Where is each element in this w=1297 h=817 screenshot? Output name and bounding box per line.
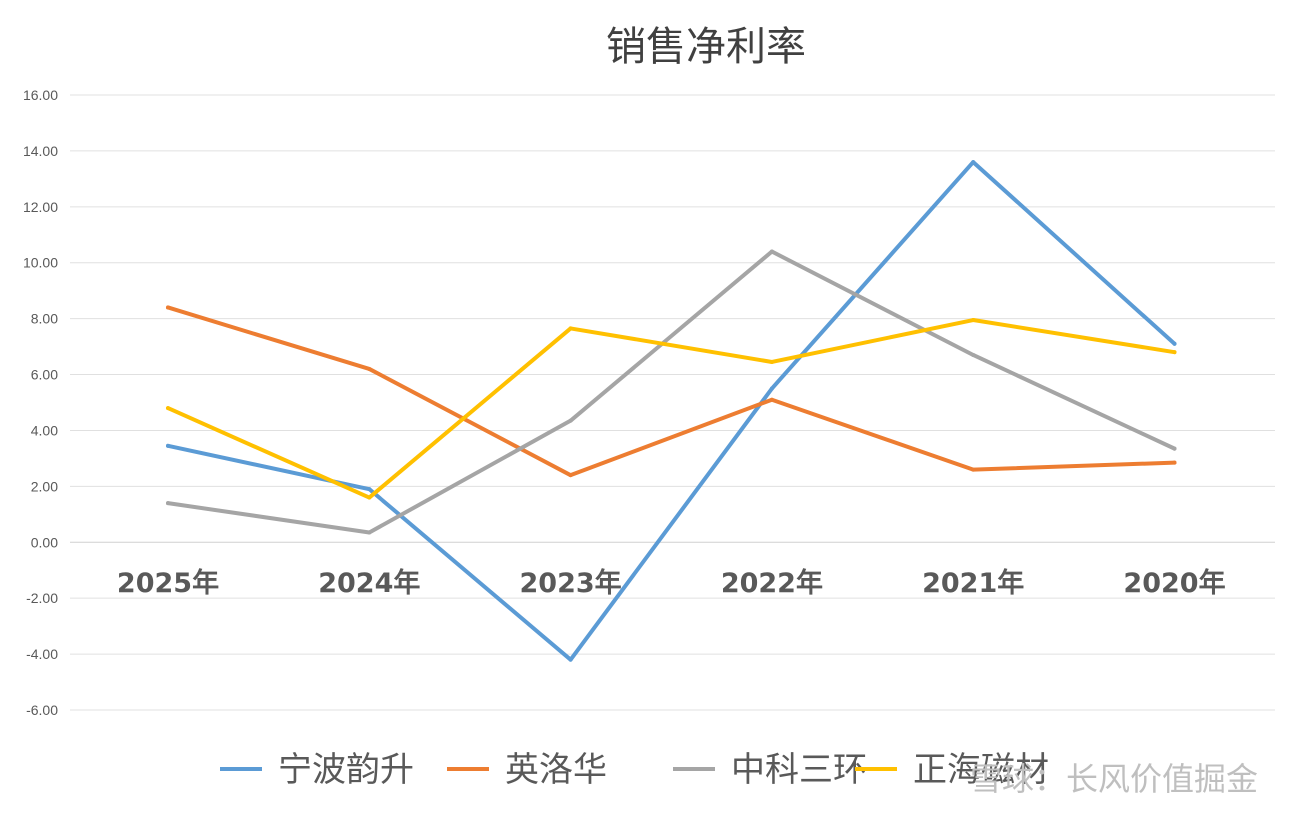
series-lines — [166, 160, 1177, 662]
data-point — [367, 495, 372, 500]
data-point — [367, 530, 372, 535]
data-point — [971, 467, 976, 472]
y-tick-label: 0.00 — [31, 534, 58, 550]
data-point — [1172, 446, 1177, 451]
x-tick-label: 2024年 — [318, 567, 420, 599]
data-point — [769, 359, 774, 364]
legend-label: 中科三环 — [731, 750, 867, 790]
y-tick-label: -2.00 — [26, 590, 58, 606]
y-tick-label: 8.00 — [31, 311, 58, 327]
series-line-3 — [166, 249, 1177, 535]
data-point — [971, 160, 976, 165]
chart-title: 销售净利率 — [606, 24, 806, 70]
y-tick-label: 12.00 — [23, 199, 58, 215]
series-line-4 — [166, 318, 1177, 500]
legend-label: 宁波韵升 — [278, 750, 414, 790]
legend-label: 正海磁材 — [913, 750, 1049, 790]
x-tick-label: 2023年 — [520, 567, 622, 599]
series-line-2 — [166, 305, 1177, 478]
data-point — [166, 305, 170, 310]
y-tick-label: 16.00 — [23, 87, 58, 103]
data-point — [769, 249, 774, 254]
watermark-text: 雪球：长风价值掘金 — [970, 760, 1258, 798]
gridlines — [70, 94, 1275, 711]
y-axis-ticks: 16.00 14.00 12.00 10.00 8.00 6.00 4.00 2.00 0.00… — [23, 87, 58, 718]
y-tick-label: 6.00 — [31, 367, 58, 383]
y-tick-label: -4.00 — [26, 646, 58, 662]
data-point — [568, 326, 573, 331]
y-tick-label: 2.00 — [31, 478, 58, 494]
y-tick-label: 14.00 — [23, 143, 58, 159]
data-point — [971, 318, 976, 323]
data-point — [1172, 341, 1177, 346]
data-point — [568, 657, 573, 662]
x-tick-label: 2021年 — [922, 567, 1024, 599]
y-tick-label: 4.00 — [31, 422, 58, 438]
data-point — [367, 366, 372, 371]
data-point — [166, 406, 170, 411]
legend-label: 英洛华 — [505, 750, 607, 790]
data-point — [971, 352, 976, 357]
data-point — [367, 487, 372, 492]
x-axis-ticks: 2025年 2024年 2023年 2022年 2021年 2020年 — [117, 567, 1226, 599]
data-point — [568, 418, 573, 423]
x-tick-label: 2025年 — [117, 567, 219, 599]
y-tick-label: -6.00 — [26, 702, 58, 718]
data-point — [166, 501, 170, 506]
data-point — [769, 397, 774, 402]
y-tick-label: 10.00 — [23, 255, 58, 271]
data-point — [1172, 460, 1177, 465]
data-point — [166, 443, 170, 448]
data-point — [769, 386, 774, 391]
x-tick-label: 2022年 — [721, 567, 823, 599]
x-tick-label: 2020年 — [1123, 567, 1225, 599]
data-point — [568, 473, 573, 478]
data-point — [1172, 350, 1177, 355]
legend: 宁波韵升 英洛华 中科三环 正海磁材 — [220, 750, 1049, 790]
